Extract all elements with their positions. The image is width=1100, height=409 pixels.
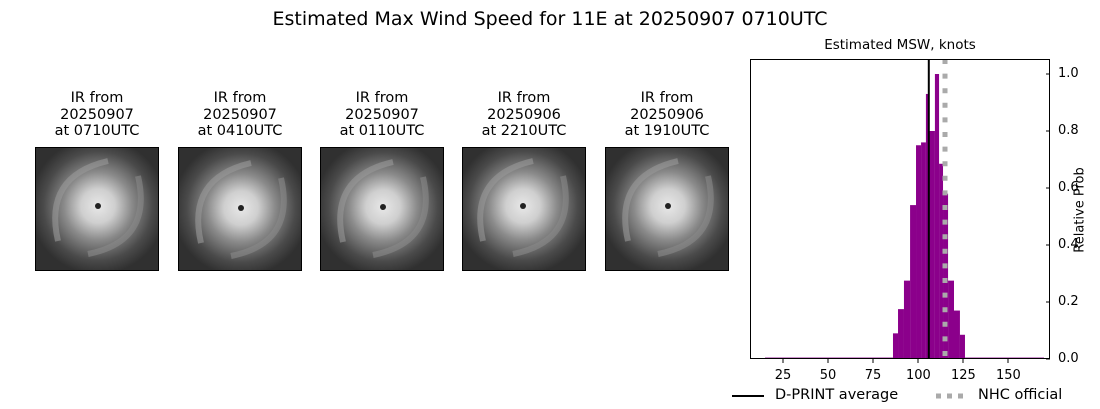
ir-panel-label-line: 20250907	[203, 106, 277, 123]
ir-panel-label-line: 20250907	[60, 106, 134, 123]
nhc-dotted-line-icon	[936, 393, 968, 399]
y-tick-label: 0.4	[1058, 237, 1079, 252]
legend-dprint: D-PRINT average	[775, 387, 899, 403]
ir-panel-label: IR from 20250906 at 1910UTC	[597, 90, 737, 140]
histogram-bar	[892, 333, 899, 359]
y-tick-label: 0.6	[1058, 180, 1079, 195]
ir-panel-label-line: 20250906	[630, 106, 704, 123]
ir-panel-label: IR from 20250907 at 0410UTC	[170, 90, 310, 140]
histogram-plot	[750, 59, 1050, 363]
histogram-bar	[898, 309, 904, 359]
histogram-bar	[921, 142, 926, 359]
ir-satellite-image	[605, 147, 729, 271]
histogram-bar	[934, 74, 940, 359]
histogram-bar	[903, 280, 911, 359]
x-tick-label: 75	[864, 368, 882, 383]
ir-panel-label-line: at 1910UTC	[624, 123, 710, 139]
histogram-bar	[925, 93, 929, 359]
legend-nhc: NHC official	[978, 387, 1063, 403]
ir-satellite-image	[320, 147, 444, 271]
ir-panel-label: IR from 20250907 at 0710UTC	[27, 90, 167, 140]
ir-panel-label-line: at 0410UTC	[197, 123, 283, 139]
ir-panel-label-line: IR from	[497, 90, 551, 106]
dprint-line-icon	[732, 395, 764, 397]
chart-title: Estimated MSW, knots	[824, 37, 976, 53]
ir-panel-label-line: at 0110UTC	[339, 123, 425, 139]
ir-satellite-image	[35, 147, 159, 271]
ir-satellite-image	[462, 147, 586, 271]
histogram-bar	[959, 334, 965, 359]
histogram-bar	[916, 145, 922, 359]
ir-panel-label-line: IR from	[640, 90, 694, 106]
ir-panel-label-line: IR from	[355, 90, 409, 106]
histogram-bar	[943, 193, 949, 359]
ir-panel-label: IR from 20250907 at 0110UTC	[312, 90, 452, 140]
ir-panel-label-line: 20250907	[345, 106, 419, 123]
ir-panel-label-line: at 0710UTC	[54, 123, 140, 139]
ir-panel-label-line: at 2210UTC	[481, 123, 567, 139]
histogram-bar	[948, 280, 954, 359]
x-tick-label: 100	[906, 368, 931, 383]
ir-panel-label-line: IR from	[70, 90, 124, 106]
histogram-svg	[750, 59, 1050, 363]
x-tick-label: 125	[951, 368, 976, 383]
histogram-bar	[910, 205, 917, 359]
x-tick-label: 50	[819, 368, 837, 383]
y-tick-label: 0.0	[1058, 351, 1079, 366]
histogram-bar	[928, 131, 935, 359]
x-tick-label: 25	[774, 368, 792, 383]
ir-panel-label: IR from 20250906 at 2210UTC	[454, 90, 594, 140]
ir-satellite-image	[178, 147, 302, 271]
y-axis-label: Relative Prob	[1072, 167, 1088, 253]
y-tick-label: 0.2	[1058, 294, 1079, 309]
histogram-bar	[939, 163, 944, 359]
histogram-bar	[954, 310, 960, 359]
y-tick-label: 1.0	[1058, 66, 1079, 81]
figure-title: Estimated Max Wind Speed for 11E at 2025…	[272, 8, 828, 30]
ir-panel-label-line: 20250906	[487, 106, 561, 123]
ir-panel-label-line: IR from	[213, 90, 267, 106]
x-tick-label: 150	[996, 368, 1021, 383]
y-tick-label: 0.8	[1058, 123, 1079, 138]
